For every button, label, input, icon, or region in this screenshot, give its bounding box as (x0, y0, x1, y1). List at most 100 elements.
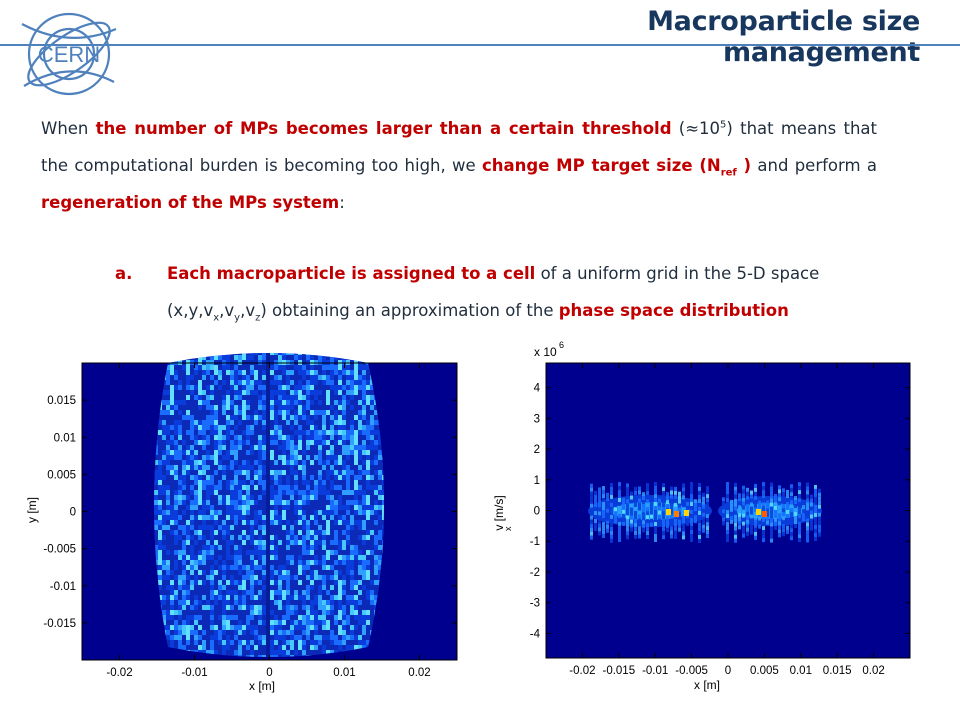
heatmap-cell (166, 435, 170, 440)
heatmap-cell (326, 353, 330, 355)
heatmap-cell (250, 470, 254, 475)
heatmap-cell (378, 510, 382, 515)
heatmap-cell (358, 595, 362, 600)
heatmap-cell (162, 485, 166, 490)
heatmap-cell (774, 521, 777, 526)
heatmap-cell (250, 353, 254, 355)
heatmap-cell (254, 605, 258, 610)
heatmap-cell (226, 625, 230, 630)
heatmap-cell (262, 545, 266, 550)
heatmap-cell (174, 570, 178, 575)
heatmap-cell (166, 520, 170, 525)
para-highlight-target-size: change MP target size (N (481, 156, 721, 175)
y-tick-label: 3 (534, 413, 540, 425)
heatmap-cell (358, 485, 362, 490)
heatmap-cell (330, 430, 334, 435)
heatmap-cell (282, 365, 286, 370)
heatmap-cell (798, 538, 801, 543)
heatmap-cell (242, 540, 246, 545)
heatmap-cell (290, 620, 294, 625)
heatmap-cell (358, 480, 362, 485)
heatmap-cell (354, 600, 358, 605)
heatmap-cell (354, 390, 358, 395)
heatmap-cell (222, 635, 226, 640)
heatmap-cell (814, 528, 817, 533)
heatmap-cell (246, 375, 250, 380)
heatmap-cell (242, 590, 246, 595)
heatmap-cell (754, 523, 757, 528)
heatmap-cell (302, 595, 306, 600)
heatmap-cell (226, 353, 230, 355)
heatmap-cell (746, 491, 749, 496)
heatmap-cell (370, 625, 374, 630)
heatmap-cell (286, 385, 290, 390)
heatmap-cell (174, 425, 178, 430)
heatmap-cell (322, 375, 326, 380)
heatmap-cell (290, 600, 294, 605)
heatmap-cell (638, 502, 641, 507)
heatmap-cell (746, 495, 749, 500)
heatmap-cell (250, 520, 254, 525)
heatmap-cell (298, 345, 302, 350)
heatmap-cell (202, 620, 206, 625)
heatmap-cell (706, 530, 709, 535)
heatmap-cell (306, 400, 310, 405)
heatmap-cell (634, 534, 637, 539)
heatmap-cell (310, 440, 314, 445)
heatmap-cell (358, 500, 362, 505)
heatmap-cell (206, 385, 210, 390)
heatmap-cell (326, 625, 330, 630)
heatmap-cell (238, 580, 242, 585)
heatmap-cell (746, 499, 749, 504)
heatmap-cell (270, 465, 274, 470)
heatmap-cell (306, 370, 310, 375)
heatmap-cell (298, 445, 302, 450)
y-tick-label: 2 (534, 444, 540, 456)
heatmap-cell (286, 465, 290, 470)
heatmap-cell (362, 365, 366, 370)
heatmap-cell (186, 450, 190, 455)
heatmap-cell (330, 500, 334, 505)
heatmap-cell (326, 345, 330, 350)
heatmap-cell (702, 504, 705, 509)
heatmap-cell (334, 430, 338, 435)
heatmap-cell (226, 490, 230, 495)
heatmap-cell (266, 440, 270, 445)
heatmap-cell (322, 485, 326, 490)
heatmap-cell (174, 535, 178, 540)
heatmap-cell (166, 565, 170, 570)
heatmap-cell (206, 435, 210, 440)
heatmap-cell (310, 380, 314, 385)
heatmap-cell (698, 498, 701, 503)
heatmap-cell (350, 590, 354, 595)
heatmap-cell (174, 465, 178, 470)
heatmap-cell (370, 455, 374, 460)
heatmap-cell (294, 455, 298, 460)
heatmap-cell (310, 465, 314, 470)
heatmap-cell (770, 514, 773, 519)
heatmap-cell (218, 635, 222, 640)
heatmap-cell (742, 525, 745, 530)
heatmap-cell (186, 525, 190, 530)
heatmap-cell (338, 615, 342, 620)
heatmap-cell (294, 530, 298, 535)
heatmap-cell (294, 670, 298, 675)
heatmap-cell (266, 430, 270, 435)
heatmap-cell (294, 470, 298, 475)
heatmap-cell (810, 506, 813, 511)
heatmap-cell (602, 510, 605, 515)
heatmap-cell (218, 600, 222, 605)
heatmap-cell (334, 345, 338, 350)
heatmap-cell (170, 580, 174, 585)
heatmap-cell (370, 405, 374, 410)
heatmap-cell (206, 640, 210, 645)
heatmap-cell (210, 575, 214, 580)
heatmap-cell (742, 485, 745, 490)
heatmap-cell (722, 521, 725, 526)
heatmap-cell (274, 435, 278, 440)
heatmap-cell (186, 640, 190, 645)
heatmap-cell (306, 375, 310, 380)
heatmap-cell (210, 395, 214, 400)
heatmap-cell (206, 505, 210, 510)
heatmap-cell (166, 620, 170, 625)
